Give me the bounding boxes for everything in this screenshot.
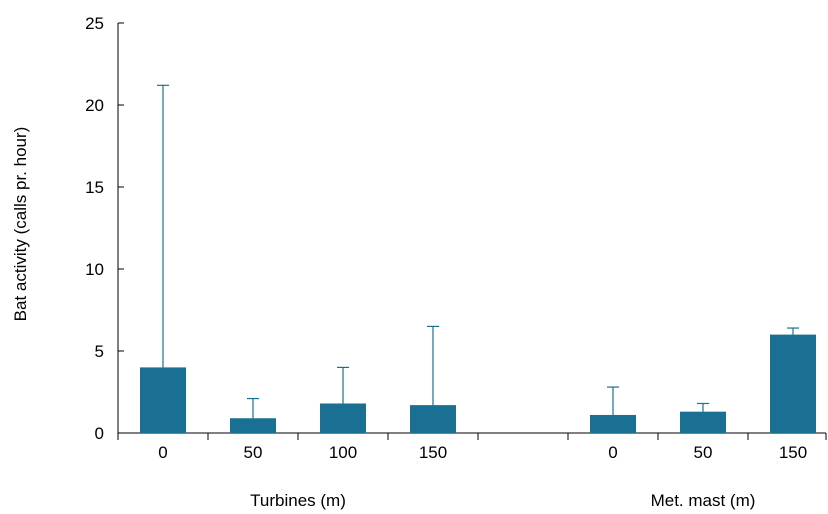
bar [680, 411, 726, 433]
bar [230, 418, 276, 433]
x-tick-label: 50 [694, 443, 713, 462]
y-tick-label: 15 [85, 178, 104, 197]
x-tick-label: 0 [608, 443, 617, 462]
y-tick-label: 0 [95, 424, 104, 443]
x-group-label: Turbines (m) [250, 491, 346, 510]
y-axis-title: Bat activity (calls pr. hour) [11, 127, 30, 322]
y-tick-label: 25 [85, 14, 104, 33]
x-tick-label: 100 [329, 443, 357, 462]
x-tick-label: 0 [158, 443, 167, 462]
bar [410, 405, 456, 433]
error-bars [157, 84, 799, 419]
bar [320, 403, 366, 433]
bars [140, 334, 816, 433]
x-tick-label: 150 [419, 443, 447, 462]
y-tick-label: 10 [85, 260, 104, 279]
y-axis: 0 5 10 15 20 25 [85, 14, 124, 443]
y-tick-label: 5 [95, 342, 104, 361]
bar [590, 414, 636, 433]
x-tick-label: 150 [779, 443, 807, 462]
bar [140, 367, 186, 433]
x-axis [117, 432, 827, 440]
bar [770, 334, 816, 433]
labels: 0 50 100 150 Turbines (m) 0 50 150 Met. mast (m) [158, 443, 807, 510]
y-tick-label: 20 [85, 96, 104, 115]
x-group-label: Met. mast (m) [651, 491, 756, 510]
x-tick-label: 50 [244, 443, 263, 462]
